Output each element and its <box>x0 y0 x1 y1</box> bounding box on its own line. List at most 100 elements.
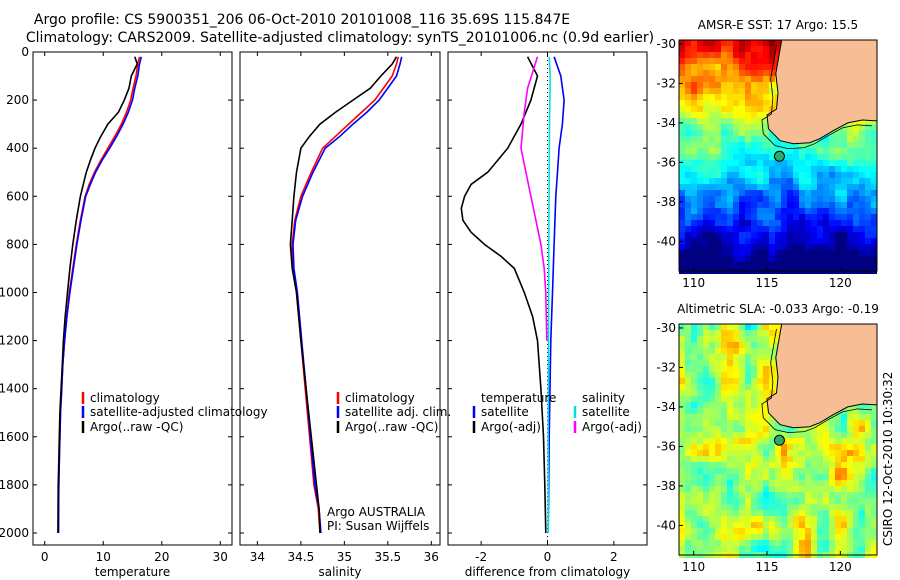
map-cell <box>781 250 787 256</box>
map-cell <box>763 516 769 522</box>
map-cell <box>871 148 877 154</box>
map-cell <box>769 202 775 208</box>
map-cell <box>859 402 865 408</box>
map-cell <box>859 516 865 522</box>
map-cell <box>697 154 703 160</box>
map-cell <box>847 124 853 130</box>
map-cell <box>745 130 751 136</box>
map-cell <box>751 402 757 408</box>
map-cell <box>721 94 727 100</box>
map-cell <box>679 426 685 432</box>
map-cell <box>805 498 811 504</box>
map-cell <box>853 190 859 196</box>
map-cell <box>685 360 691 366</box>
map-cell <box>835 196 841 202</box>
legend-label: Argo(..raw -QC) <box>90 420 183 434</box>
map-cell <box>703 522 709 528</box>
map-cell <box>715 82 721 88</box>
map-cell <box>679 148 685 154</box>
map-cell <box>781 492 787 498</box>
map-cell <box>799 160 805 166</box>
map-cell <box>811 432 817 438</box>
map-cell <box>805 190 811 196</box>
map-cell <box>847 426 853 432</box>
map-cell <box>739 166 745 172</box>
map-cell <box>847 238 853 244</box>
map-cell <box>721 444 727 450</box>
map-cell <box>841 456 847 462</box>
map-cell <box>805 522 811 528</box>
map-cell <box>703 456 709 462</box>
map-cell <box>703 480 709 486</box>
y-tick-label: -32 <box>656 360 676 374</box>
map-cell <box>763 396 769 402</box>
map-cell <box>853 244 859 250</box>
map-cell <box>763 202 769 208</box>
map-cell <box>763 244 769 250</box>
map-cell <box>817 232 823 238</box>
map-cell <box>685 528 691 534</box>
legend-label: salinity <box>582 391 625 405</box>
map-cell <box>823 534 829 540</box>
map-cell <box>703 40 709 46</box>
map-cell <box>721 342 727 348</box>
map-cell <box>769 250 775 256</box>
map-cell <box>865 142 871 148</box>
map-cell <box>859 226 865 232</box>
map-cell <box>769 52 775 58</box>
map-cell <box>727 238 733 244</box>
map-cell <box>727 468 733 474</box>
map-cell <box>865 184 871 190</box>
map-cell <box>721 220 727 226</box>
map-cell <box>769 336 775 342</box>
y-tick-label: 1800 <box>0 478 29 492</box>
series-line-argo-raw-qc- <box>57 56 139 534</box>
map-cell <box>775 208 781 214</box>
map-cell <box>679 142 685 148</box>
map-cell <box>727 492 733 498</box>
map-cell <box>859 160 865 166</box>
map-cell <box>721 510 727 516</box>
map-cell <box>871 190 877 196</box>
map-cell <box>853 196 859 202</box>
map-cell <box>721 366 727 372</box>
map-cell <box>847 220 853 226</box>
map-cell <box>835 184 841 190</box>
map-cell <box>769 540 775 546</box>
map-cell <box>745 432 751 438</box>
map-cell <box>841 148 847 154</box>
map-cell <box>859 432 865 438</box>
map-cell <box>865 528 871 534</box>
map-cell <box>841 160 847 166</box>
map-cell <box>841 172 847 178</box>
map-cell <box>751 354 757 360</box>
map-cell <box>847 408 853 414</box>
map-cell <box>769 178 775 184</box>
map-cell <box>799 154 805 160</box>
map-cell <box>865 220 871 226</box>
map-cell <box>847 154 853 160</box>
map-cell <box>745 220 751 226</box>
map-cell <box>811 226 817 232</box>
map-cell <box>787 202 793 208</box>
map-cell <box>697 160 703 166</box>
map-cell <box>811 522 817 528</box>
map-cell <box>775 238 781 244</box>
map-cell <box>799 166 805 172</box>
map-cell <box>751 492 757 498</box>
map-cell <box>775 262 781 268</box>
map-cell <box>841 474 847 480</box>
y-tick-label: -36 <box>656 155 676 169</box>
series-line-temperature-satellite <box>547 56 565 534</box>
map-cell <box>679 402 685 408</box>
map-cell <box>715 324 721 330</box>
map-cell <box>841 492 847 498</box>
map-cell <box>757 100 763 106</box>
map-cell <box>835 130 841 136</box>
map-cell <box>757 384 763 390</box>
y-tick-label: -38 <box>656 479 676 493</box>
map-cell <box>793 432 799 438</box>
map-cell <box>691 540 697 546</box>
map-cell <box>787 504 793 510</box>
map-cell <box>859 480 865 486</box>
